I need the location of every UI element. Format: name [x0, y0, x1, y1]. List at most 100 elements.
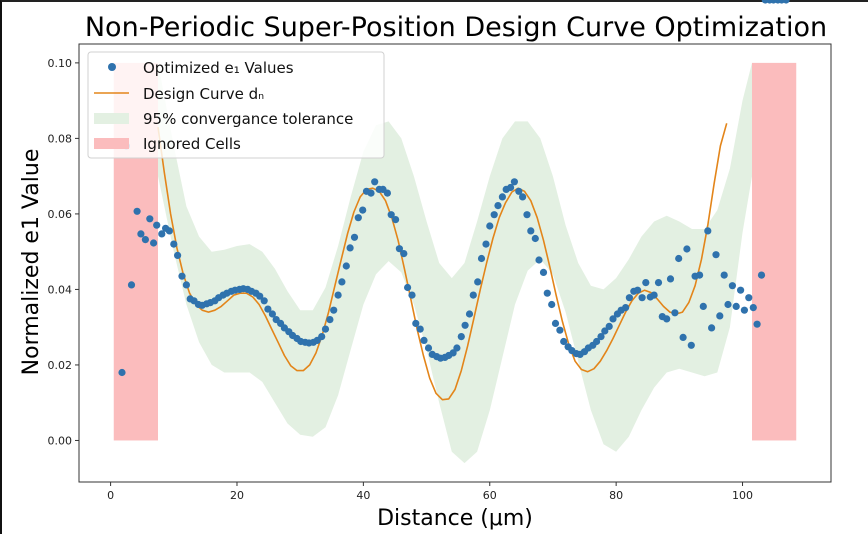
data-point [749, 304, 757, 312]
tolerance-band [158, 62, 752, 464]
data-point [527, 227, 535, 235]
data-point [387, 211, 395, 219]
data-point [133, 207, 141, 215]
data-point [461, 321, 469, 329]
data-point [507, 183, 515, 192]
y-tick-label: 0.06 [48, 208, 73, 221]
data-point [523, 211, 531, 219]
data-point [359, 206, 367, 214]
data-point [650, 291, 658, 299]
x-tick-label: 40 [356, 489, 370, 502]
data-point [679, 333, 687, 341]
legend: Optimized e₁ Values Design Curve dₙ 95% … [87, 51, 385, 159]
legend-label-ignored: Ignored Cells [143, 135, 241, 153]
plot-area [113, 0, 797, 464]
data-point [531, 234, 539, 243]
data-point [724, 300, 732, 309]
x-axis-label-text: Distance (μm) [377, 506, 533, 531]
data-point [383, 189, 391, 197]
data-point [178, 272, 186, 280]
data-point [146, 215, 154, 223]
data-point [663, 315, 671, 323]
data-point [782, 0, 790, 4]
data-point [720, 271, 728, 279]
y-tick-label: 0.04 [48, 283, 73, 296]
data-point [326, 316, 334, 324]
data-point [465, 310, 474, 318]
data-point [560, 337, 568, 346]
data-point [601, 327, 609, 335]
data-point [182, 281, 190, 289]
data-point [424, 344, 433, 352]
data-point [482, 240, 490, 248]
data-point [683, 245, 691, 253]
y-tick-label: 0.08 [48, 132, 73, 145]
legend-label-tolerance: 95% convergance tolerance [143, 110, 353, 128]
data-point [486, 222, 494, 230]
data-point [449, 349, 457, 357]
data-point [367, 189, 375, 197]
data-point [453, 344, 461, 352]
data-point [625, 294, 634, 302]
data-point [539, 268, 548, 276]
legend-label-curve: Design Curve dₙ [143, 85, 264, 103]
data-point [622, 304, 630, 312]
data-point [346, 244, 354, 252]
data-point [321, 325, 330, 333]
axes-frame [78, 43, 832, 483]
y-axis-label-text: Normalized e1 Value [19, 149, 44, 376]
data-point [371, 178, 379, 186]
data-point [268, 310, 276, 318]
data-point [350, 233, 359, 241]
data-point [642, 279, 650, 287]
x-axis: 0 20 40 60 80 100 [107, 482, 753, 502]
data-point [141, 236, 149, 244]
data-point [519, 193, 527, 201]
data-point [338, 278, 346, 286]
data-point [457, 333, 465, 341]
data-point [174, 251, 182, 259]
data-point [757, 271, 766, 279]
data-point [712, 251, 720, 259]
x-tick-label: 100 [732, 489, 753, 502]
ignored-region-2 [752, 62, 797, 441]
data-point [510, 178, 518, 186]
data-point [330, 306, 338, 314]
data-point [535, 256, 543, 264]
chart-title: Non-Periodic Super-Position Design Curve… [85, 12, 827, 43]
legend-box [87, 51, 385, 159]
data-point [666, 275, 675, 283]
data-point [404, 283, 412, 292]
data-point [477, 254, 486, 263]
data-point [687, 341, 695, 349]
data-point [671, 309, 679, 317]
data-point [548, 300, 556, 309]
x-tick-label: 60 [483, 489, 497, 502]
y-axis: 0.00 0.02 0.04 0.06 0.08 0.10 [48, 57, 79, 447]
data-point [543, 289, 551, 297]
data-point [494, 202, 502, 210]
data-point [696, 271, 704, 279]
design-curve [157, 123, 728, 401]
y-tick-label: 0.02 [48, 359, 73, 372]
data-point [416, 325, 424, 333]
y-axis-label: Normalized e1 Value [19, 149, 44, 376]
data-point [498, 193, 506, 201]
data-point [137, 230, 145, 238]
data-point [118, 368, 126, 377]
data-point [716, 312, 724, 320]
data-point [728, 282, 737, 290]
data-point [469, 291, 477, 299]
data-point [127, 281, 136, 289]
data-point [515, 187, 523, 195]
x-tick-label: 20 [230, 489, 244, 502]
legend-marker-points [108, 63, 116, 71]
data-point [408, 291, 416, 299]
data-point [597, 333, 605, 341]
data-point [395, 245, 403, 253]
y-tick-label: 0.10 [48, 57, 73, 70]
data-point [609, 315, 617, 323]
data-point [256, 292, 264, 300]
data-point [634, 286, 642, 294]
